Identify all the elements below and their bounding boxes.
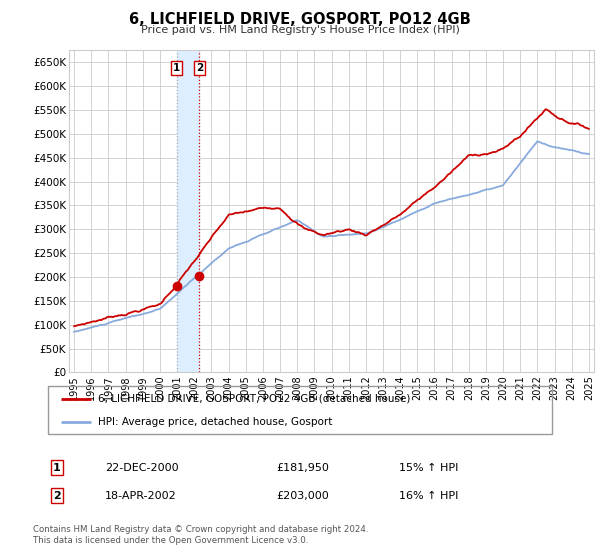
Text: Price paid vs. HM Land Registry's House Price Index (HPI): Price paid vs. HM Land Registry's House …	[140, 25, 460, 35]
Text: 15% ↑ HPI: 15% ↑ HPI	[399, 463, 458, 473]
Text: 6, LICHFIELD DRIVE, GOSPORT, PO12 4GB: 6, LICHFIELD DRIVE, GOSPORT, PO12 4GB	[129, 12, 471, 27]
Text: 1: 1	[53, 463, 61, 473]
Text: Contains HM Land Registry data © Crown copyright and database right 2024.: Contains HM Land Registry data © Crown c…	[33, 525, 368, 534]
Text: 18-APR-2002: 18-APR-2002	[105, 491, 177, 501]
Text: 22-DEC-2000: 22-DEC-2000	[105, 463, 179, 473]
Text: 2: 2	[196, 63, 203, 73]
Text: HPI: Average price, detached house, Gosport: HPI: Average price, detached house, Gosp…	[98, 417, 333, 427]
Text: This data is licensed under the Open Government Licence v3.0.: This data is licensed under the Open Gov…	[33, 536, 308, 545]
Text: £181,950: £181,950	[276, 463, 329, 473]
Bar	[176, 50, 199, 372]
Text: 16% ↑ HPI: 16% ↑ HPI	[399, 491, 458, 501]
Text: 2: 2	[53, 491, 61, 501]
Text: 6, LICHFIELD DRIVE, GOSPORT, PO12 4GB (detached house): 6, LICHFIELD DRIVE, GOSPORT, PO12 4GB (d…	[98, 394, 411, 404]
Text: £203,000: £203,000	[276, 491, 329, 501]
Text: 1: 1	[173, 63, 180, 73]
